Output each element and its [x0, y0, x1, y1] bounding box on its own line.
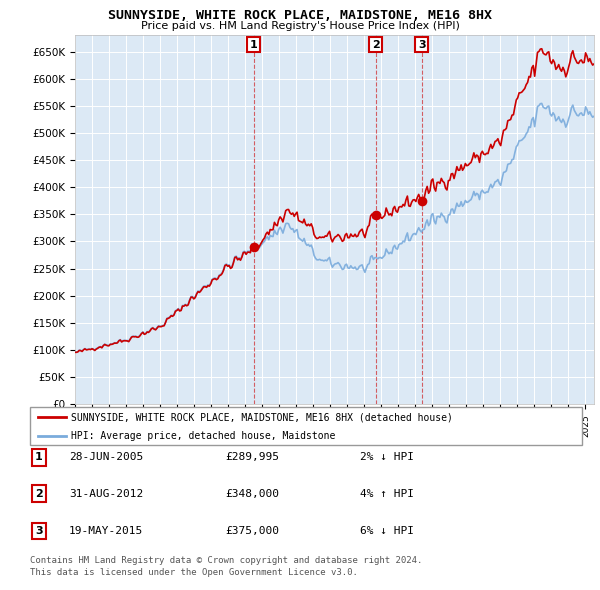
Text: 2% ↓ HPI: 2% ↓ HPI	[360, 453, 414, 462]
Text: 1: 1	[35, 453, 43, 462]
Text: HPI: Average price, detached house, Maidstone: HPI: Average price, detached house, Maid…	[71, 431, 336, 441]
Text: 19-MAY-2015: 19-MAY-2015	[69, 526, 143, 536]
Text: Contains HM Land Registry data © Crown copyright and database right 2024.
This d: Contains HM Land Registry data © Crown c…	[30, 556, 422, 577]
Text: 1: 1	[250, 40, 257, 50]
Text: £348,000: £348,000	[225, 489, 279, 499]
Text: 2: 2	[35, 489, 43, 499]
Text: Price paid vs. HM Land Registry's House Price Index (HPI): Price paid vs. HM Land Registry's House …	[140, 21, 460, 31]
Text: 3: 3	[418, 40, 425, 50]
Text: 3: 3	[35, 526, 43, 536]
Text: 2: 2	[371, 40, 379, 50]
Text: SUNNYSIDE, WHITE ROCK PLACE, MAIDSTONE, ME16 8HX: SUNNYSIDE, WHITE ROCK PLACE, MAIDSTONE, …	[108, 9, 492, 22]
Text: SUNNYSIDE, WHITE ROCK PLACE, MAIDSTONE, ME16 8HX (detached house): SUNNYSIDE, WHITE ROCK PLACE, MAIDSTONE, …	[71, 412, 453, 422]
Text: 4% ↑ HPI: 4% ↑ HPI	[360, 489, 414, 499]
Text: 31-AUG-2012: 31-AUG-2012	[69, 489, 143, 499]
Text: 6% ↓ HPI: 6% ↓ HPI	[360, 526, 414, 536]
Text: £375,000: £375,000	[225, 526, 279, 536]
Text: £289,995: £289,995	[225, 453, 279, 462]
Text: 28-JUN-2005: 28-JUN-2005	[69, 453, 143, 462]
